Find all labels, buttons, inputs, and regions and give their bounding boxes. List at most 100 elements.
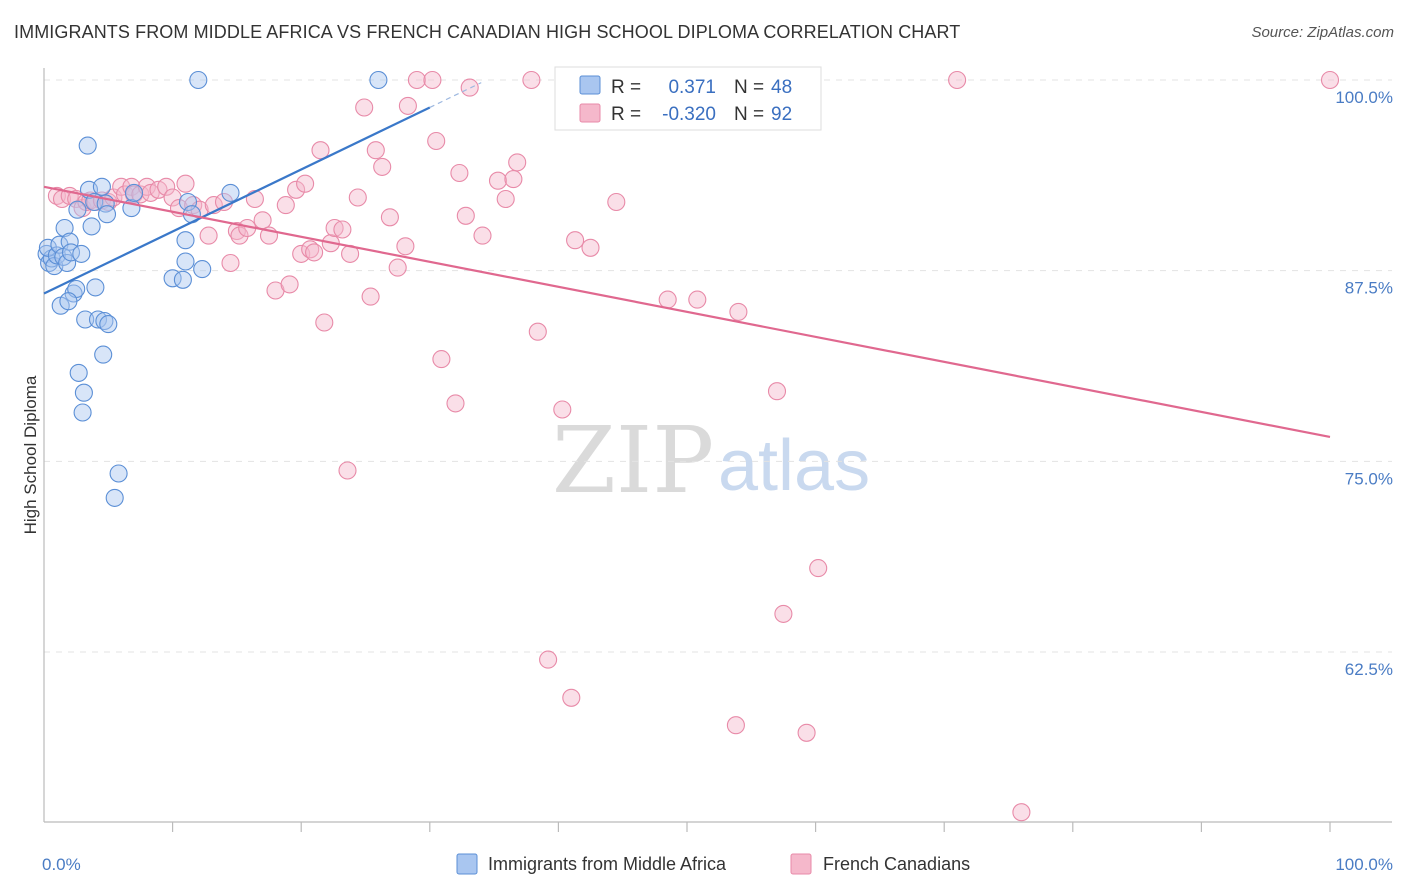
data-point-pink [355,98,374,117]
series-legend-label-blue: Immigrants from Middle Africa [488,854,727,874]
data-point-pink [388,258,407,277]
trend-line-blue [43,106,431,295]
data-point-pink [253,211,272,230]
y-axis-label: High School Diploma [21,375,40,534]
data-point-pink [488,171,508,190]
series-immigrants-middle-africa [37,70,388,507]
data-point-pink [423,70,442,90]
data-point-blue [69,363,88,382]
data-point-pink [508,153,527,172]
data-point-pink [315,313,334,332]
data-point-pink [522,70,541,90]
data-point-pink [566,231,585,250]
data-point-pink [292,244,311,263]
legend-r-label-1: R = [611,77,641,98]
data-point-pink [473,226,492,245]
chart-title: IMMIGRANTS FROM MIDDLE AFRICA VS FRENCH … [14,22,961,42]
data-point-pink [338,461,357,480]
data-point-pink [157,177,176,196]
data-point-pink [348,188,367,207]
legend-r-value-1: 0.371 [668,77,716,98]
legend-r-value-2: -0.320 [662,104,716,125]
data-point-blue [176,252,195,271]
data-point-pink [380,208,399,227]
data-point-pink [230,226,249,245]
series-legend-label-pink: French Canadians [823,854,970,874]
data-point-pink [325,218,344,238]
data-point-pink [280,275,299,294]
data-point-blue [86,278,105,297]
legend-n-label-2: N = [734,104,764,125]
legend-n-value-1: 48 [771,77,792,98]
x-tick-label: 100.0% [1335,855,1393,874]
data-point-pink [333,220,352,239]
y-axis-tick-labels: 100.0% 87.5% 75.0% 62.5% [1335,88,1393,679]
data-point-blue [55,218,74,238]
data-point-pink [398,96,417,115]
legend-swatch-pink [579,103,601,123]
data-point-pink [767,382,787,401]
data-point-pink [726,716,745,735]
data-point-blue [72,244,91,263]
data-point-blue [92,177,111,196]
data-point-pink [296,174,315,193]
series-french-canadians [47,70,1340,822]
data-point-blue [189,70,208,90]
data-point-blue [109,464,128,483]
data-point-blue [173,270,192,289]
data-point-blue [97,205,117,224]
data-point-pink [774,604,793,623]
legend-n-value-2: 92 [771,104,792,125]
watermark-atlas: atlas [718,426,870,506]
data-point-pink [305,243,324,262]
data-point-pink [176,174,195,193]
x-axis-ticks [172,822,1331,832]
data-point-pink [245,189,264,209]
data-point-pink [407,70,426,90]
data-point-pink [460,78,479,97]
data-point-pink [553,400,572,419]
data-point-blue [124,183,144,202]
data-point-pink [432,350,451,369]
data-point-blue [105,488,124,507]
data-point-pink [729,302,748,321]
trend-line-blue-extension [429,82,482,108]
y-tick-label: 100.0% [1335,88,1393,107]
legend-swatch-blue [579,75,601,95]
data-point-pink [450,163,469,183]
data-point-pink [199,226,218,245]
data-point-blue [94,345,113,364]
trend-line-pink [43,185,1331,439]
stats-legend: R = 0.371 N = 48 R = -0.320 N = 92 [554,66,822,131]
data-point-blue [76,310,95,329]
data-point-pink [361,287,380,306]
data-point-blue [369,70,388,90]
data-point-pink [562,688,581,707]
data-point-pink [311,141,330,160]
data-point-blue [68,200,87,219]
y-tick-label: 62.5% [1345,660,1393,679]
data-point-blue [99,315,118,334]
legend-n-label-1: N = [734,77,764,98]
data-point-blue [59,292,78,311]
data-point-pink [581,238,600,257]
data-point-pink [948,70,967,90]
data-point-pink [276,196,295,215]
data-point-pink [658,290,677,309]
data-point-pink [373,157,392,176]
data-point-pink [184,196,203,215]
gridlines [44,79,1392,653]
data-point-pink [446,394,465,413]
data-point-blue [176,231,195,250]
data-point-pink [607,192,626,212]
y-tick-label: 75.0% [1345,469,1393,488]
y-tick-label: 87.5% [1345,279,1393,298]
data-point-pink [396,237,415,256]
data-point-blue [74,383,93,402]
legend-r-label-2: R = [611,104,641,125]
data-point-blue [82,217,101,236]
data-point-pink [456,206,475,225]
data-point-blue [78,136,97,155]
data-point-pink [809,559,828,578]
